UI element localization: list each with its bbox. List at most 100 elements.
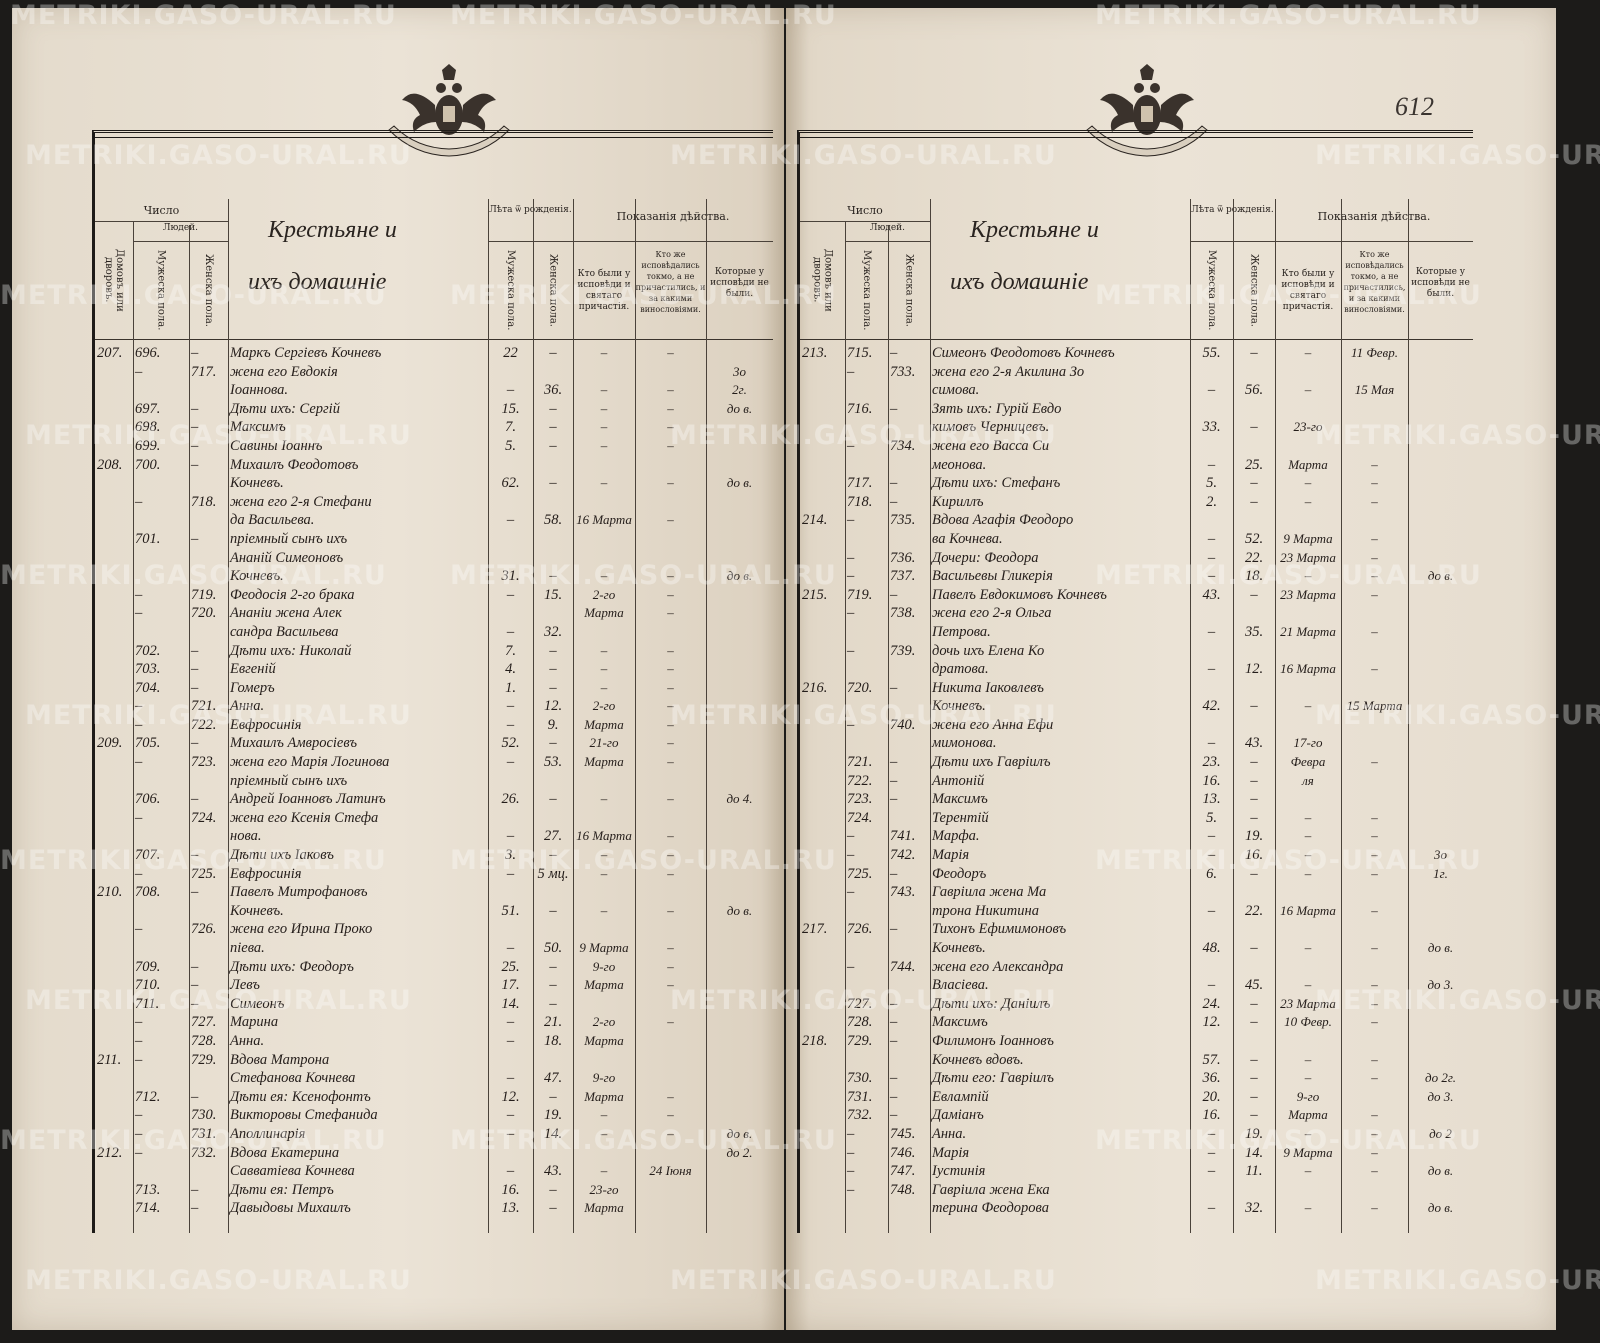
male-age: –	[506, 1107, 515, 1124]
male-age: 5.	[1206, 475, 1217, 492]
confessed-only: –	[667, 1125, 674, 1141]
header-rule	[573, 241, 773, 242]
household-number	[800, 1181, 845, 1200]
male-age: –	[506, 1014, 515, 1031]
name: Кочневъ.	[932, 698, 986, 715]
column-divider	[706, 241, 707, 1233]
absent	[1408, 679, 1473, 698]
female-number	[189, 902, 228, 921]
male-number: –	[135, 1144, 143, 1161]
female-number	[888, 1051, 930, 1070]
male-age	[1190, 1032, 1233, 1051]
table-row: 215. 719. – Павелъ Евдокимовъ Кочневъ 43. –23…	[800, 586, 1473, 605]
male-age	[1190, 958, 1233, 977]
male-number: –	[847, 884, 855, 901]
female-age	[1233, 604, 1275, 623]
male-number: 732.	[847, 1107, 873, 1124]
absent	[1408, 1013, 1473, 1032]
male-age: 16.	[1202, 1107, 1221, 1124]
household-number	[95, 846, 133, 865]
table-row: 718. – Кириллъ 2. – – –	[800, 493, 1473, 512]
female-number: –	[191, 400, 199, 417]
household-number	[800, 493, 845, 512]
absent	[706, 697, 773, 716]
column-divider	[228, 199, 229, 1233]
male-number: 727.	[847, 995, 873, 1012]
confessed-only	[635, 456, 706, 475]
absent: до в.	[726, 400, 753, 416]
male-age: 15.	[501, 400, 520, 417]
male-age: 7.	[505, 419, 516, 436]
male-number: –	[847, 437, 855, 454]
confessed-only: –	[1371, 1125, 1378, 1141]
confessed-communed: –	[1304, 345, 1312, 360]
table-row: 731. – Евлампій 20. –9-го до 3.	[800, 1088, 1473, 1107]
confessed-communed: 23 Марта	[1280, 995, 1336, 1011]
household-number	[800, 1069, 845, 1088]
female-age: 19.	[543, 1107, 563, 1124]
table-row: – 733. жена его 2-я Акилина Зо	[800, 363, 1473, 382]
female-age: –	[549, 475, 557, 492]
column-divider	[1233, 241, 1234, 1233]
male-number: –	[847, 605, 855, 622]
male-number	[133, 939, 189, 958]
female-number: 728.	[191, 1032, 217, 1049]
name: Левъ	[230, 977, 260, 994]
table-row: – 736. Дочери: Феодора – 22. 23 Марта –	[800, 549, 1473, 568]
name: Дѣти ихъ: Сергій	[230, 400, 340, 417]
name: Максимъ	[230, 419, 286, 436]
table-row: 212. – 732. Вдова Екатерина до 2.	[95, 1144, 773, 1163]
table-row: – 727. Марина – 21. 2-го –	[95, 1013, 773, 1032]
male-number: 709.	[135, 958, 161, 975]
confessed-only: –	[1371, 902, 1378, 918]
absent	[706, 549, 773, 568]
header-number: Число	[847, 204, 883, 217]
household-number	[800, 1144, 845, 1163]
confessed-communed: –	[600, 865, 608, 881]
female-age	[1233, 1032, 1275, 1051]
table-row: 712. – Дѣти ея: Ксенофонтъ 12. – Марта –	[95, 1088, 773, 1107]
female-number	[888, 939, 930, 958]
confessed-communed: 9 Марта	[1283, 530, 1333, 546]
name: пріемный сынъ ихъ	[230, 772, 348, 789]
confessed-communed: 9 Марта	[579, 940, 629, 955]
male-age	[488, 883, 533, 902]
confessed-communed	[573, 493, 635, 512]
household-number	[95, 418, 133, 437]
male-age: 22	[503, 345, 518, 361]
name: Дѣти ихъ: Николай	[230, 642, 352, 659]
table-row: 701. – пріемный сынъ ихъ	[95, 530, 773, 549]
female-age: –	[1250, 1088, 1258, 1105]
female-age: 18.	[543, 1032, 563, 1049]
female-age: 27.	[543, 828, 563, 845]
male-age: 36.	[1202, 1070, 1221, 1087]
female-age: –	[1250, 698, 1258, 715]
confessed-only: –	[1371, 1107, 1378, 1123]
household-number	[95, 716, 133, 735]
male-number: 730.	[847, 1070, 873, 1087]
confessed-only	[635, 493, 706, 512]
name: Евлампій	[932, 1088, 989, 1105]
name: Филимонъ Іоанновъ	[932, 1032, 1054, 1049]
female-age: 16.	[1244, 847, 1264, 864]
confessed-only: –	[1371, 661, 1378, 677]
name: Давыдовы Михаилъ	[230, 1200, 351, 1217]
male-number	[133, 567, 189, 586]
female-age	[533, 530, 573, 549]
household-number	[800, 549, 845, 568]
name: Петрова.	[932, 623, 991, 640]
header-absent: Которые у исповѣди не были.	[1411, 267, 1470, 299]
confessed-communed	[1275, 958, 1341, 977]
female-number: –	[890, 1107, 898, 1124]
name: Дочери: Феодора	[932, 549, 1039, 566]
confessed-communed	[1275, 1032, 1341, 1051]
table-row: 213. 715. – Симеонъ Феодотовъ Кочневъ 55. – – 1…	[800, 344, 1473, 363]
absent	[706, 586, 773, 605]
column-divider	[635, 241, 636, 1233]
name: Вдова Екатерина	[230, 1144, 340, 1161]
confessed-communed	[1275, 363, 1341, 382]
confessed-only: –	[1371, 1051, 1378, 1067]
female-age: –	[549, 642, 557, 659]
female-number: 717.	[191, 363, 217, 380]
household-number	[800, 530, 845, 549]
